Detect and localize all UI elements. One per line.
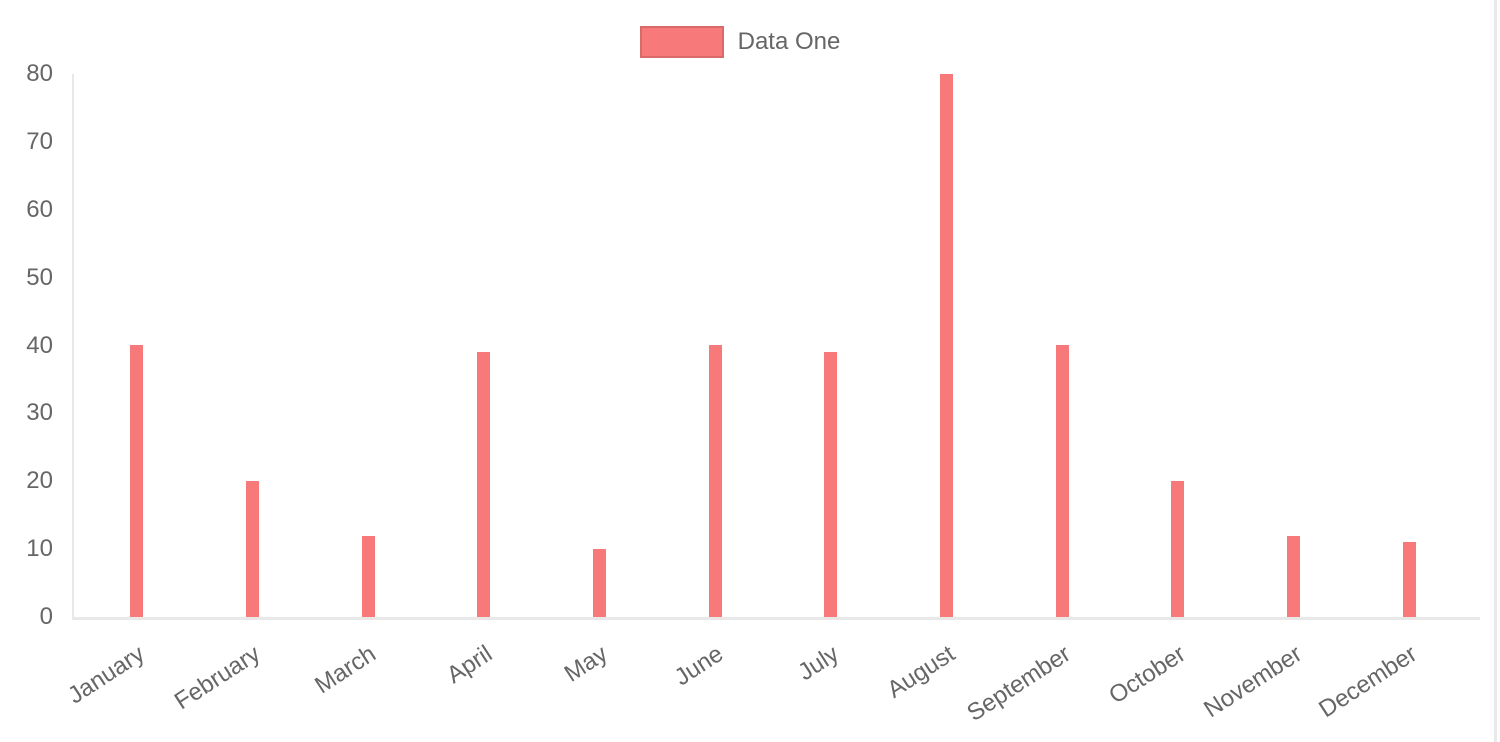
- y-tick-label-20: 20: [26, 467, 53, 495]
- bar-slot-october: [1120, 74, 1236, 617]
- bar-november[interactable]: [1287, 536, 1301, 617]
- bar-december[interactable]: [1402, 542, 1416, 617]
- y-tick-label-70: 70: [26, 127, 53, 155]
- bar-june[interactable]: [708, 345, 722, 617]
- bar-slot-may: [542, 74, 658, 617]
- bar-september[interactable]: [1055, 345, 1069, 617]
- y-tick-label-40: 40: [26, 331, 53, 359]
- y-tick-label-0: 0: [39, 603, 53, 630]
- y-tick-label-10: 10: [26, 535, 53, 563]
- legend-swatch: [639, 26, 724, 58]
- bar-october[interactable]: [1171, 481, 1185, 617]
- x-tick-label-march: March: [310, 640, 382, 700]
- x-tick-label-november: November: [1199, 640, 1307, 724]
- bar-july[interactable]: [824, 352, 838, 617]
- bar-february[interactable]: [246, 481, 259, 617]
- y-tick-label-80: 80: [26, 60, 53, 87]
- x-axis-line: [72, 617, 1480, 620]
- y-axis-line: [72, 74, 74, 619]
- x-tick-label-april: April: [441, 640, 497, 690]
- bar-august[interactable]: [940, 74, 954, 617]
- x-tick-label-august: August: [882, 640, 960, 704]
- bar-slot-april: [426, 74, 542, 617]
- bar-slot-june: [657, 74, 773, 617]
- x-tick-label-february: February: [170, 640, 266, 716]
- bar-january[interactable]: [130, 345, 144, 617]
- y-tick-label-30: 30: [26, 399, 53, 427]
- y-tick-label-50: 50: [26, 263, 53, 291]
- bar-may[interactable]: [593, 549, 607, 617]
- legend-item-data-one[interactable]: Data One: [0, 26, 1480, 58]
- x-tick-label-october: October: [1104, 640, 1191, 710]
- x-tick-label-may: May: [559, 640, 613, 688]
- bar-march[interactable]: [361, 536, 375, 617]
- bar-slot-december: [1351, 74, 1467, 617]
- plot-area: [79, 74, 1467, 617]
- bar-slot-january: [79, 74, 195, 617]
- bar-slot-november: [1236, 74, 1352, 617]
- bar-slot-august: [889, 74, 1005, 617]
- x-tick-label-january: January: [63, 640, 150, 710]
- bar-slot-march: [310, 74, 426, 617]
- bar-slot-july: [773, 74, 889, 617]
- x-tick-label-july: July: [793, 640, 844, 687]
- bar-slot-february: [195, 74, 311, 617]
- x-tick-label-june: June: [669, 640, 729, 692]
- y-tick-label-60: 60: [26, 195, 53, 223]
- bar-april[interactable]: [477, 352, 491, 617]
- page-edge-line: [1494, 0, 1497, 742]
- x-tick-label-september: September: [962, 640, 1076, 727]
- x-tick-label-december: December: [1314, 640, 1423, 724]
- legend-label: Data One: [737, 28, 841, 55]
- bar-slot-september: [1004, 74, 1120, 617]
